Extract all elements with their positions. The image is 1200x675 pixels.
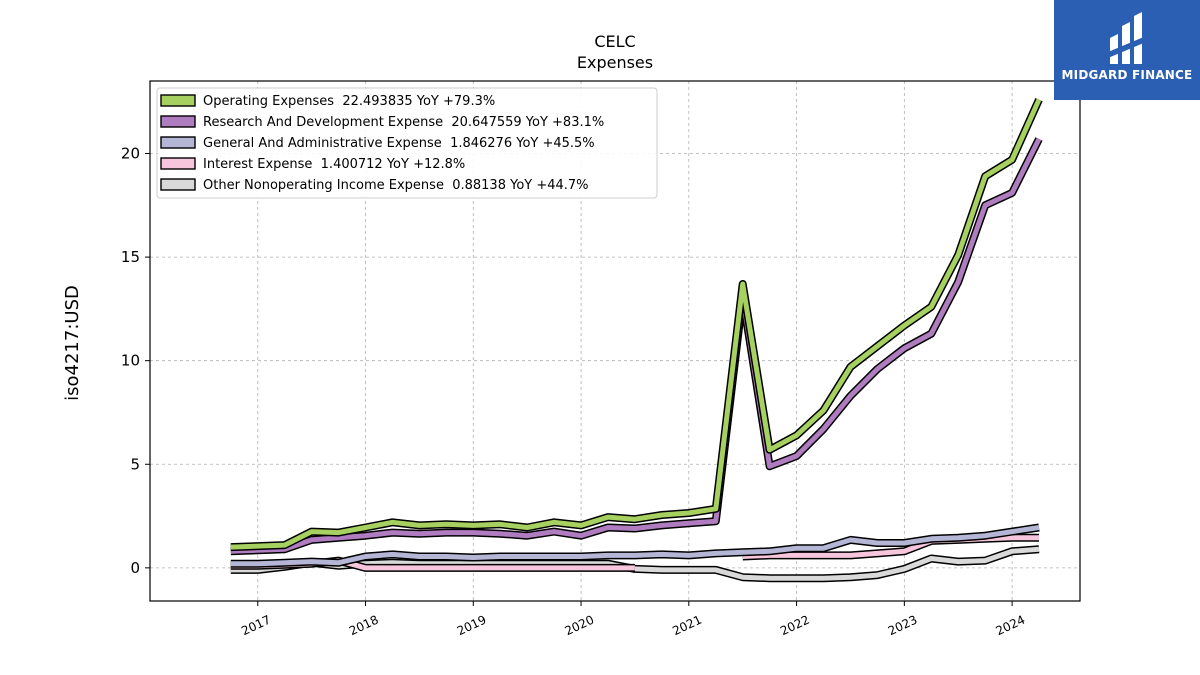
series-operating-expenses bbox=[230, 97, 1043, 552]
legend-swatch bbox=[160, 94, 196, 107]
legend: Operating Expenses 22.493835 YoY +79.3% R… bbox=[156, 87, 658, 199]
x-tick-label: 2022 bbox=[778, 613, 812, 639]
logo-text: MIDGARD FINANCE bbox=[1061, 68, 1193, 82]
series-research-and-development-expense bbox=[230, 137, 1043, 556]
y-axis-label: iso4217:USD bbox=[62, 285, 83, 401]
y-tick-label: 15 bbox=[121, 248, 140, 266]
legend-box bbox=[156, 87, 658, 199]
legend-entry: Other Nonoperating Income Expense 0.8813… bbox=[203, 178, 589, 193]
legend-swatch bbox=[160, 115, 196, 128]
legend-entry: General And Administrative Expense 1.846… bbox=[203, 136, 595, 151]
chart-title: CELC bbox=[594, 32, 635, 51]
y-tick-label: 5 bbox=[130, 455, 140, 473]
midgard-finance-logo: MIDGARD FINANCE bbox=[1054, 0, 1200, 100]
legend-entry: Interest Expense 1.400712 YoY +12.8% bbox=[203, 157, 465, 172]
plot-area-frame bbox=[149, 80, 1081, 602]
x-tick-label: 2017 bbox=[239, 613, 273, 639]
legend-entry: Research And Development Expense 20.6475… bbox=[203, 115, 604, 130]
legend-entry: Operating Expenses 22.493835 YoY +79.3% bbox=[203, 94, 495, 109]
legend-swatch bbox=[160, 178, 196, 191]
x-tick-label: 2024 bbox=[994, 613, 1028, 639]
series-line bbox=[230, 137, 1042, 554]
y-tick-label: 20 bbox=[121, 145, 140, 163]
series-line-outline bbox=[230, 137, 1043, 556]
legend-swatch bbox=[160, 136, 196, 149]
series-layer bbox=[230, 97, 1043, 583]
x-tick-label: 2018 bbox=[347, 613, 381, 639]
x-tick-label: 2019 bbox=[455, 613, 489, 639]
legend-swatch bbox=[160, 157, 196, 170]
x-tick-label: 2023 bbox=[886, 613, 920, 639]
x-tick-label: 2021 bbox=[670, 613, 704, 639]
series-line bbox=[230, 525, 1040, 567]
series-line bbox=[230, 98, 1042, 550]
x-tick-label: 2020 bbox=[563, 613, 597, 639]
chart-subtitle: Expenses bbox=[577, 53, 653, 72]
y-axis-ticks: 0 5 10 15 20 bbox=[121, 145, 150, 577]
series-general-and-administrative-expense bbox=[230, 523, 1040, 568]
y-tick-label: 0 bbox=[130, 559, 140, 577]
logo-icon bbox=[1108, 12, 1146, 64]
y-tick-label: 10 bbox=[121, 352, 140, 370]
x-axis-ticks: 2017 2018 2019 2020 2021 2022 2023 2024 bbox=[239, 601, 1027, 638]
